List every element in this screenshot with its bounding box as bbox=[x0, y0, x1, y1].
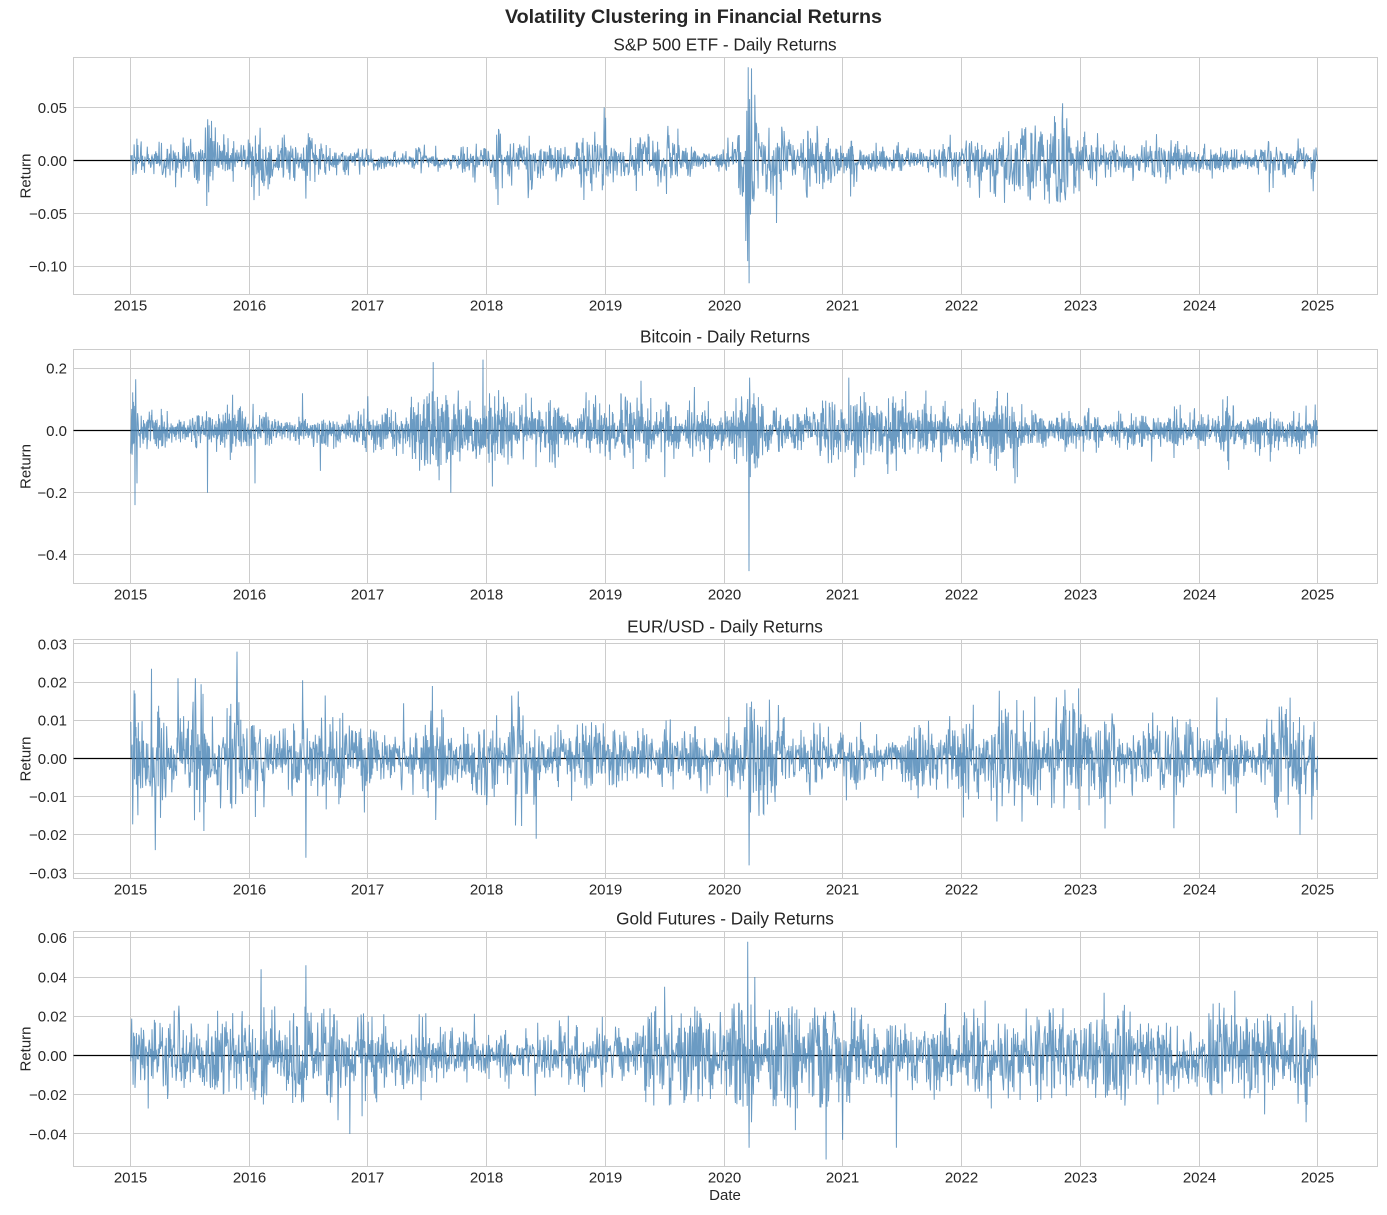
svg-text:2015: 2015 bbox=[114, 298, 147, 315]
svg-text:S&P 500 ETF - Daily Returns: S&P 500 ETF - Daily Returns bbox=[613, 35, 836, 55]
svg-text:2021: 2021 bbox=[826, 298, 859, 315]
svg-text:−0.10: −0.10 bbox=[29, 259, 67, 276]
svg-text:−0.2: −0.2 bbox=[37, 485, 67, 502]
svg-text:2020: 2020 bbox=[708, 298, 741, 315]
svg-text:Date: Date bbox=[709, 1187, 741, 1204]
svg-text:0.2: 0.2 bbox=[46, 361, 67, 378]
svg-text:2024: 2024 bbox=[1183, 1170, 1216, 1187]
svg-text:2019: 2019 bbox=[589, 882, 622, 899]
svg-text:2015: 2015 bbox=[114, 587, 147, 604]
svg-text:2022: 2022 bbox=[945, 1170, 978, 1187]
svg-text:2020: 2020 bbox=[708, 587, 741, 604]
svg-text:Gold Futures - Daily Returns: Gold Futures - Daily Returns bbox=[616, 909, 834, 929]
svg-text:2016: 2016 bbox=[233, 882, 266, 899]
svg-text:2017: 2017 bbox=[351, 1170, 384, 1187]
svg-text:0.0: 0.0 bbox=[46, 423, 67, 440]
svg-text:2024: 2024 bbox=[1183, 587, 1216, 604]
svg-text:Return: Return bbox=[18, 736, 35, 781]
svg-text:0.01: 0.01 bbox=[38, 713, 67, 730]
svg-text:0.00: 0.00 bbox=[38, 153, 67, 170]
svg-text:−0.4: −0.4 bbox=[37, 547, 67, 564]
svg-text:Return: Return bbox=[18, 153, 35, 198]
svg-text:Return: Return bbox=[18, 444, 35, 489]
svg-text:2021: 2021 bbox=[826, 882, 859, 899]
svg-text:2025: 2025 bbox=[1301, 587, 1334, 604]
svg-text:2019: 2019 bbox=[589, 1170, 622, 1187]
svg-text:2025: 2025 bbox=[1301, 1170, 1334, 1187]
svg-text:2017: 2017 bbox=[351, 298, 384, 315]
svg-text:2016: 2016 bbox=[233, 587, 266, 604]
svg-text:2023: 2023 bbox=[1064, 882, 1097, 899]
svg-text:2018: 2018 bbox=[470, 882, 503, 899]
svg-text:2022: 2022 bbox=[945, 298, 978, 315]
svg-text:2019: 2019 bbox=[589, 587, 622, 604]
svg-text:0.05: 0.05 bbox=[38, 100, 67, 117]
svg-text:2015: 2015 bbox=[114, 1170, 147, 1187]
svg-text:Bitcoin - Daily Returns: Bitcoin - Daily Returns bbox=[640, 327, 810, 347]
svg-text:2019: 2019 bbox=[589, 298, 622, 315]
svg-text:2025: 2025 bbox=[1301, 298, 1334, 315]
svg-text:2021: 2021 bbox=[826, 587, 859, 604]
svg-text:2025: 2025 bbox=[1301, 882, 1334, 899]
svg-text:0.03: 0.03 bbox=[38, 636, 67, 653]
svg-text:2023: 2023 bbox=[1064, 587, 1097, 604]
svg-text:2024: 2024 bbox=[1183, 882, 1216, 899]
svg-text:−0.01: −0.01 bbox=[29, 789, 67, 806]
svg-text:0.02: 0.02 bbox=[38, 675, 67, 692]
svg-text:Return: Return bbox=[18, 1026, 35, 1071]
svg-text:2018: 2018 bbox=[470, 587, 503, 604]
svg-text:0.06: 0.06 bbox=[38, 930, 67, 947]
svg-text:0.00: 0.00 bbox=[38, 1048, 67, 1065]
svg-text:0.00: 0.00 bbox=[38, 751, 67, 768]
svg-text:2020: 2020 bbox=[708, 1170, 741, 1187]
svg-text:2016: 2016 bbox=[233, 298, 266, 315]
svg-text:2018: 2018 bbox=[470, 1170, 503, 1187]
svg-text:−0.05: −0.05 bbox=[29, 206, 67, 223]
svg-text:2022: 2022 bbox=[945, 882, 978, 899]
svg-text:0.04: 0.04 bbox=[38, 969, 67, 986]
svg-text:2024: 2024 bbox=[1183, 298, 1216, 315]
svg-text:−0.02: −0.02 bbox=[29, 1087, 67, 1104]
svg-text:2023: 2023 bbox=[1064, 298, 1097, 315]
svg-text:EUR/USD - Daily Returns: EUR/USD - Daily Returns bbox=[627, 617, 823, 637]
svg-text:2021: 2021 bbox=[826, 1170, 859, 1187]
svg-text:0.02: 0.02 bbox=[38, 1009, 67, 1026]
svg-text:2022: 2022 bbox=[945, 587, 978, 604]
svg-text:2023: 2023 bbox=[1064, 1170, 1097, 1187]
svg-text:2016: 2016 bbox=[233, 1170, 266, 1187]
svg-text:2020: 2020 bbox=[708, 882, 741, 899]
svg-text:−0.04: −0.04 bbox=[29, 1126, 67, 1143]
svg-text:−0.03: −0.03 bbox=[29, 865, 67, 882]
svg-text:Volatility Clustering in Finan: Volatility Clustering in Financial Retur… bbox=[505, 6, 882, 28]
svg-text:2015: 2015 bbox=[114, 882, 147, 899]
svg-text:2017: 2017 bbox=[351, 882, 384, 899]
svg-text:2017: 2017 bbox=[351, 587, 384, 604]
svg-text:−0.02: −0.02 bbox=[29, 827, 67, 844]
svg-text:2018: 2018 bbox=[470, 298, 503, 315]
